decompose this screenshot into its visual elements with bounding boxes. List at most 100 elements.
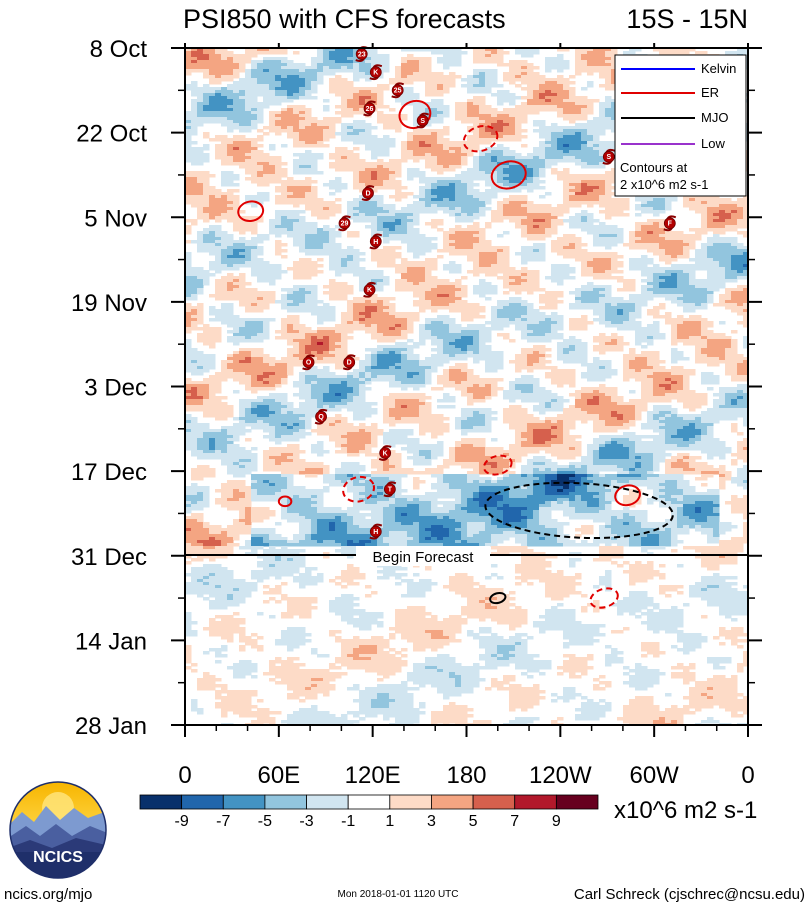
anomaly-cell bbox=[515, 207, 522, 211]
anomaly-cell bbox=[185, 150, 192, 154]
anomaly-cell bbox=[221, 252, 228, 256]
anomaly-cell bbox=[209, 195, 216, 199]
anomaly-cell bbox=[341, 81, 348, 85]
anomaly-cell bbox=[503, 198, 510, 202]
anomaly-cell bbox=[395, 270, 402, 274]
anomaly-cell bbox=[443, 57, 450, 61]
anomaly-cell bbox=[677, 267, 684, 271]
anomaly-cell bbox=[485, 255, 492, 259]
anomaly-cell bbox=[455, 51, 462, 55]
anomaly-cell bbox=[263, 75, 270, 79]
anomaly-cell bbox=[401, 258, 408, 262]
anomaly-cell bbox=[473, 165, 480, 169]
anomaly-cell bbox=[647, 258, 654, 262]
anomaly-cell bbox=[575, 246, 582, 250]
anomaly-cell bbox=[425, 159, 432, 163]
anomaly-cell bbox=[725, 255, 732, 259]
anomaly-cell bbox=[539, 186, 546, 190]
anomaly-cell bbox=[557, 87, 564, 91]
anomaly-cell bbox=[221, 249, 228, 253]
anomaly-cell bbox=[191, 174, 198, 178]
anomaly-cell bbox=[659, 246, 666, 250]
anomaly-cell bbox=[197, 114, 204, 118]
anomaly-cell bbox=[299, 75, 306, 79]
anomaly-cell bbox=[509, 63, 516, 67]
anomaly-cell bbox=[377, 252, 384, 256]
anomaly-cell bbox=[323, 66, 330, 70]
anomaly-cell bbox=[467, 90, 474, 94]
anomaly-cell bbox=[257, 102, 264, 106]
anomaly-cell bbox=[587, 255, 594, 259]
anomaly-cell bbox=[605, 192, 612, 196]
anomaly-cell bbox=[263, 126, 270, 130]
anomaly-cell bbox=[197, 249, 204, 253]
anomaly-cell bbox=[413, 117, 420, 121]
anomaly-cell bbox=[413, 105, 420, 109]
anomaly-cell bbox=[347, 51, 354, 55]
anomaly-cell bbox=[425, 69, 432, 73]
anomaly-cell bbox=[437, 183, 444, 187]
anomaly-cell bbox=[533, 246, 540, 250]
anomaly-cell bbox=[449, 177, 456, 181]
anomaly-cell bbox=[341, 258, 348, 262]
anomaly-cell bbox=[263, 168, 270, 172]
anomaly-cell bbox=[299, 162, 306, 166]
anomaly-cell bbox=[407, 177, 414, 181]
anomaly-cell bbox=[251, 237, 258, 241]
anomaly-cell bbox=[293, 270, 300, 274]
anomaly-cell bbox=[581, 225, 588, 229]
anomaly-cell bbox=[353, 90, 360, 94]
anomaly-cell bbox=[515, 84, 522, 88]
anomaly-cell bbox=[509, 177, 516, 181]
anomaly-cell bbox=[509, 183, 516, 187]
anomaly-cell bbox=[461, 198, 468, 202]
anomaly-cell bbox=[263, 162, 270, 166]
anomaly-cell bbox=[569, 216, 576, 220]
anomaly-cell bbox=[239, 90, 246, 94]
anomaly-cell bbox=[377, 150, 384, 154]
anomaly-cell bbox=[599, 75, 606, 79]
anomaly-cell bbox=[413, 219, 420, 223]
anomaly-cell bbox=[257, 87, 264, 91]
anomaly-cell bbox=[623, 201, 630, 205]
anomaly-cell bbox=[203, 108, 210, 112]
anomaly-cell bbox=[293, 129, 300, 133]
anomaly-cell bbox=[527, 87, 534, 91]
anomaly-cell bbox=[479, 159, 486, 163]
anomaly-cell bbox=[407, 69, 414, 73]
anomaly-cell bbox=[227, 141, 234, 145]
anomaly-cell bbox=[383, 210, 390, 214]
anomaly-cell bbox=[239, 99, 246, 103]
anomaly-cell bbox=[467, 180, 474, 184]
anomaly-cell bbox=[419, 171, 426, 175]
anomaly-cell bbox=[695, 237, 702, 241]
anomaly-cell bbox=[653, 228, 660, 232]
anomaly-cell bbox=[275, 90, 282, 94]
anomaly-cell bbox=[299, 90, 306, 94]
anomaly-cell bbox=[647, 225, 654, 229]
anomaly-cell bbox=[527, 177, 534, 181]
anomaly-cell bbox=[647, 270, 654, 274]
anomaly-cell bbox=[605, 102, 612, 106]
anomaly-cell bbox=[563, 108, 570, 112]
anomaly-cell bbox=[545, 276, 552, 280]
anomaly-cell bbox=[263, 192, 270, 196]
anomaly-cell bbox=[653, 234, 660, 238]
anomaly-cell bbox=[593, 54, 600, 58]
anomaly-cell bbox=[311, 204, 318, 208]
anomaly-cell bbox=[449, 267, 456, 271]
anomaly-cell bbox=[239, 276, 246, 280]
anomaly-cell bbox=[737, 270, 744, 274]
anomaly-cell bbox=[707, 237, 714, 241]
anomaly-cell bbox=[521, 255, 528, 259]
anomaly-cell bbox=[317, 129, 324, 133]
anomaly-cell bbox=[605, 207, 612, 211]
anomaly-cell bbox=[233, 108, 240, 112]
anomaly-cell bbox=[437, 168, 444, 172]
anomaly-cell bbox=[533, 168, 540, 172]
anomaly-cell bbox=[689, 204, 696, 208]
anomaly-cell bbox=[275, 240, 282, 244]
anomaly-cell bbox=[503, 96, 510, 100]
anomaly-cell bbox=[653, 270, 660, 274]
anomaly-cell bbox=[233, 252, 240, 256]
